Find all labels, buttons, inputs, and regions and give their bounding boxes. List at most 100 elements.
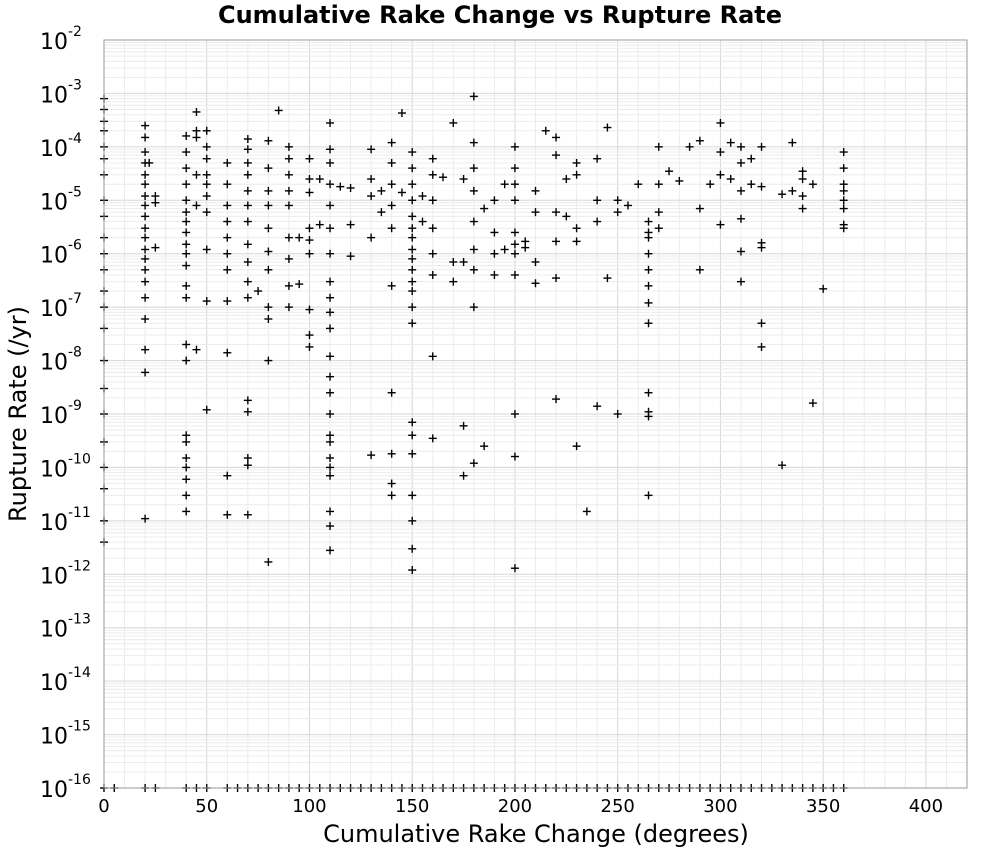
y-tick-label: 10 -12: [40, 558, 91, 589]
data-point: [582, 507, 591, 516]
data-point: [377, 186, 386, 195]
x-tick-label: 0: [98, 796, 109, 817]
data-point: [706, 180, 715, 189]
data-point: [223, 510, 232, 519]
data-point: [305, 305, 314, 314]
data-point: [839, 180, 848, 189]
data-point: [305, 224, 314, 233]
data-point: [418, 217, 427, 226]
x-tick-label: 200: [498, 796, 532, 817]
data-point: [644, 491, 653, 500]
data-point: [572, 237, 581, 246]
data-point: [397, 109, 406, 118]
y-tick-base: 10: [40, 137, 68, 162]
y-tick-exponent: -13: [68, 612, 91, 628]
data-point: [418, 192, 427, 201]
data-point: [295, 280, 304, 289]
data-point: [243, 293, 252, 302]
y-tick-label: 10 -11: [40, 505, 91, 536]
data-point: [192, 201, 201, 210]
data-point: [387, 479, 396, 488]
data-point: [182, 148, 191, 157]
data-point: [326, 522, 335, 531]
data-point: [428, 352, 437, 361]
data-point: [469, 303, 478, 312]
x-tick-label: 400: [909, 796, 943, 817]
data-point: [182, 249, 191, 258]
data-point: [223, 201, 232, 210]
data-point: [685, 142, 694, 151]
data-point: [408, 418, 417, 427]
data-point: [387, 201, 396, 210]
data-point: [397, 188, 406, 197]
data-point: [408, 277, 417, 286]
data-point: [326, 431, 335, 440]
data-point: [593, 154, 602, 163]
data-point: [541, 126, 550, 135]
data-point: [726, 138, 735, 147]
data-point: [326, 277, 335, 286]
data-point: [695, 265, 704, 274]
data-point: [736, 142, 745, 151]
data-point: [408, 265, 417, 274]
y-tick-exponent: -12: [68, 558, 91, 574]
data-point: [644, 233, 653, 242]
data-point: [654, 224, 663, 233]
data-point: [798, 204, 807, 213]
data-point: [531, 257, 540, 266]
data-point: [284, 142, 293, 151]
y-tick-exponent: -7: [68, 291, 82, 307]
y-tick-label: 10 -13: [40, 612, 91, 643]
data-point: [367, 145, 376, 154]
data-point: [449, 257, 458, 266]
data-point: [757, 319, 766, 328]
data-point: [223, 265, 232, 274]
data-point: [665, 167, 674, 176]
data-point: [326, 454, 335, 463]
y-tick-exponent: -16: [68, 772, 91, 788]
data-point: [223, 233, 232, 242]
data-point: [788, 186, 797, 195]
data-point: [716, 148, 725, 157]
data-point: [243, 201, 252, 210]
data-point: [428, 154, 437, 163]
data-point: [387, 388, 396, 397]
data-point: [572, 158, 581, 167]
data-point: [798, 192, 807, 201]
data-point: [644, 298, 653, 307]
data-point: [326, 471, 335, 480]
data-point: [305, 154, 314, 163]
data-point: [141, 180, 150, 189]
data-point: [243, 145, 252, 154]
y-tick-label: 10 -5: [40, 184, 82, 215]
data-point: [480, 442, 489, 451]
data-point: [151, 243, 160, 252]
data-point: [377, 208, 386, 217]
data-point: [839, 164, 848, 173]
data-point: [264, 164, 273, 173]
data-point: [223, 471, 232, 480]
data-point: [141, 293, 150, 302]
data-point: [141, 254, 150, 263]
data-point: [141, 265, 150, 274]
data-point: [757, 182, 766, 191]
data-point: [788, 138, 797, 147]
data-point: [428, 224, 437, 233]
data-point: [367, 233, 376, 242]
data-point: [726, 175, 735, 184]
data-point: [695, 204, 704, 213]
y-tick-label: 10 -16: [40, 772, 91, 803]
data-point: [839, 148, 848, 157]
data-point: [716, 170, 725, 179]
data-point: [572, 224, 581, 233]
data-point: [141, 148, 150, 157]
data-point: [593, 196, 602, 205]
data-point: [243, 217, 252, 226]
data-point: [326, 201, 335, 210]
data-point: [552, 274, 561, 283]
data-point: [644, 319, 653, 328]
y-tick-base: 10: [40, 83, 68, 108]
data-point: [284, 186, 293, 195]
data-point: [408, 212, 417, 221]
plot-frame: [103, 39, 968, 789]
